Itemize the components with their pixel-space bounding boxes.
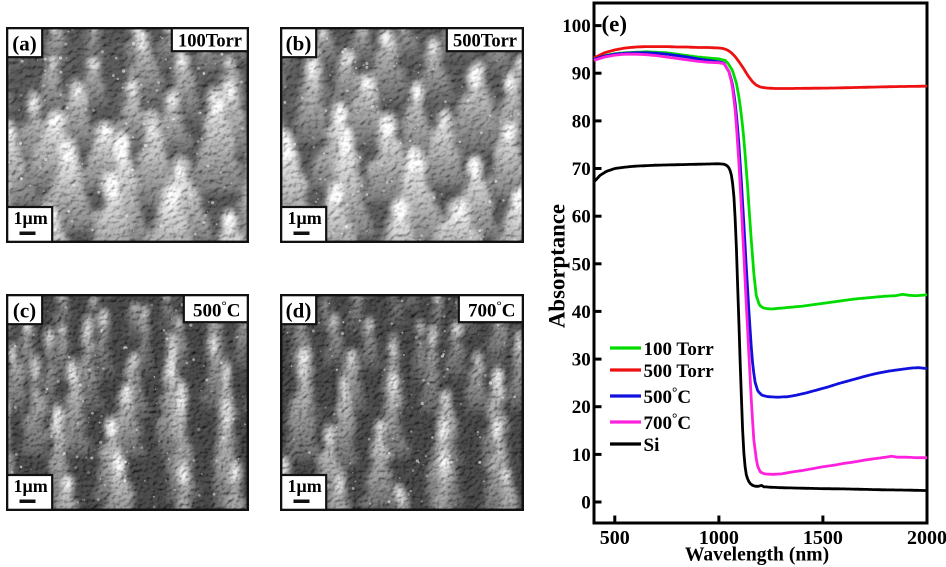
svg-text:60: 60 bbox=[572, 207, 591, 228]
svg-text:700°C: 700°C bbox=[468, 298, 515, 322]
svg-text:500Torr: 500Torr bbox=[453, 32, 517, 52]
svg-text:Absorptance: Absorptance bbox=[545, 204, 570, 328]
svg-text:80: 80 bbox=[572, 111, 591, 132]
svg-text:90: 90 bbox=[572, 64, 591, 85]
svg-text:30: 30 bbox=[572, 350, 591, 371]
svg-text:40: 40 bbox=[572, 302, 591, 323]
svg-text:1000: 1000 bbox=[699, 527, 739, 549]
svg-text:Si: Si bbox=[644, 435, 660, 456]
svg-text:(d): (d) bbox=[286, 299, 312, 323]
svg-text:500°C: 500°C bbox=[644, 385, 692, 409]
svg-text:700°C: 700°C bbox=[644, 411, 692, 435]
svg-text:100Torr: 100Torr bbox=[178, 32, 242, 52]
svg-text:(a): (a) bbox=[12, 32, 37, 56]
svg-text:500 Torr: 500 Torr bbox=[644, 361, 715, 382]
svg-text:500°C: 500°C bbox=[193, 298, 240, 322]
svg-text:2000: 2000 bbox=[907, 527, 946, 549]
svg-text:0: 0 bbox=[581, 493, 591, 514]
svg-text:1μm: 1μm bbox=[14, 208, 48, 228]
svg-text:1μm: 1μm bbox=[288, 208, 322, 228]
svg-text:(c): (c) bbox=[13, 299, 36, 323]
svg-text:20: 20 bbox=[572, 397, 591, 418]
svg-text:1500: 1500 bbox=[803, 527, 843, 549]
svg-text:100 Torr: 100 Torr bbox=[644, 339, 715, 360]
svg-text:50: 50 bbox=[572, 254, 591, 275]
svg-text:(b): (b) bbox=[286, 32, 312, 56]
svg-text:100: 100 bbox=[562, 16, 591, 37]
svg-text:70: 70 bbox=[572, 159, 591, 180]
svg-text:500: 500 bbox=[600, 527, 630, 549]
svg-text:Wavelength (nm): Wavelength (nm) bbox=[685, 545, 829, 566]
svg-text:(e): (e) bbox=[602, 12, 628, 37]
svg-text:1μm: 1μm bbox=[288, 476, 322, 496]
svg-text:1μm: 1μm bbox=[14, 476, 48, 496]
svg-text:10: 10 bbox=[572, 445, 591, 466]
